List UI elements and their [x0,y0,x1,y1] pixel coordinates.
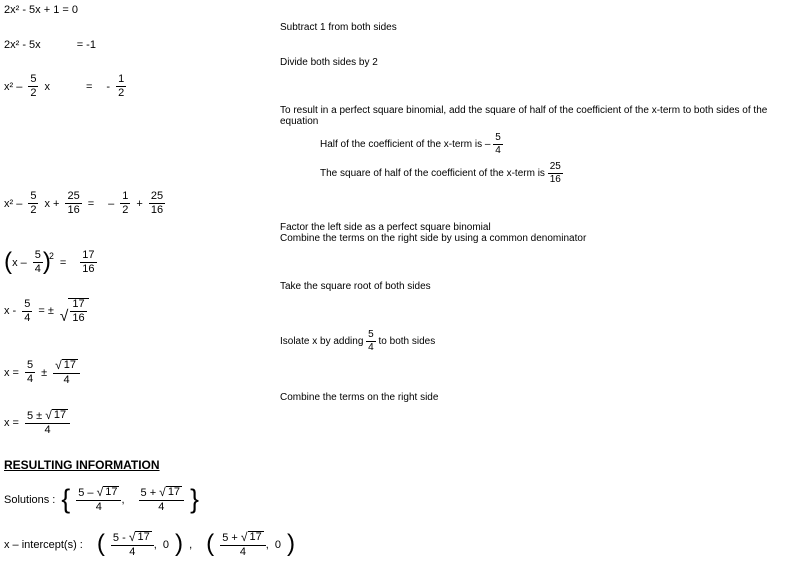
equation-step: x = 5 4 ± √17 4 [4,359,280,386]
sqrt-icon: √17 [97,486,120,498]
fraction: 25 16 [548,162,563,185]
sqrt-icon: √17 [45,409,68,421]
fraction: √17 4 [53,359,80,386]
fraction: 5 + √17 4 [220,531,266,558]
section-heading: RESULTING INFORMATION [4,458,803,472]
equation-step: 2x² - 5x + 1 = 0 [4,4,280,16]
equation-step: 2x² - 5x = -1 [4,39,280,51]
fraction: 5 2 [28,74,38,99]
brace-icon: } [190,490,199,508]
fraction: 1 2 [120,191,130,216]
sqrt-icon: √17 [55,359,78,371]
fraction: 17 16 [80,250,96,275]
solutions-row: Solutions : { 5 – √17 4 , 5 + √17 4 } [4,486,803,513]
fraction: 5 - √17 4 [111,531,154,558]
paren-icon: ( [97,536,105,553]
equation-step: x² – 5 2 x = - 1 2 [4,74,280,99]
sqrt-icon: √17 [159,486,182,498]
fraction: 5 ± √17 4 [25,409,70,436]
step-note: To result in a perfect square binomial, … [280,105,803,127]
step-subnote: Half of the coefficient of the x-term is… [320,133,803,156]
paren-icon: ) [175,536,183,553]
equation-step: x = 5 ± √17 4 [4,409,280,436]
equation-step: x - 5 4 = ± √ 17 16 [4,298,280,324]
paren-icon: ( [4,254,12,271]
fraction: 25 16 [149,191,165,216]
step-subnote: The square of half of the coefficient of… [320,162,803,185]
fraction: 5 + √17 4 [139,486,185,513]
sqrt-icon: √17 [241,531,264,543]
equation-step: ( x – 5 4 ) 2 = 17 16 [4,250,280,275]
step-note: Divide both sides by 2 [280,57,803,68]
fraction: 5 – √17 4 [76,486,121,513]
xintercept-row: x – intercept(s) : ( 5 - √17 4 , 0 ) , (… [4,531,803,558]
fraction: 17 16 [70,299,86,324]
fraction: 5 4 [33,250,43,275]
paren-icon: ) [287,536,295,553]
fraction: 25 16 [65,191,81,216]
fraction: 5 4 [366,330,376,353]
paren-icon: ( [206,536,214,553]
sqrt-icon: √ 17 16 [60,298,89,324]
fraction: 5 4 [25,360,35,385]
equation-step: x² – 5 2 x + 25 16 = – 1 2 + 25 16 [4,191,280,216]
sqrt-icon: √17 [129,531,152,543]
step-note: Isolate x by adding 5 4 to both sides [280,330,803,353]
fraction: 5 4 [493,133,503,156]
fraction: 5 2 [28,191,38,216]
step-note: Combine the terms on the right side [280,392,803,403]
fraction: 1 2 [116,74,126,99]
fraction: 5 4 [22,299,32,324]
step-note: Subtract 1 from both sides [280,22,803,33]
step-note: Take the square root of both sides [280,281,803,292]
brace-icon: { [61,490,70,508]
step-note: Factor the left side as a perfect square… [280,222,803,244]
